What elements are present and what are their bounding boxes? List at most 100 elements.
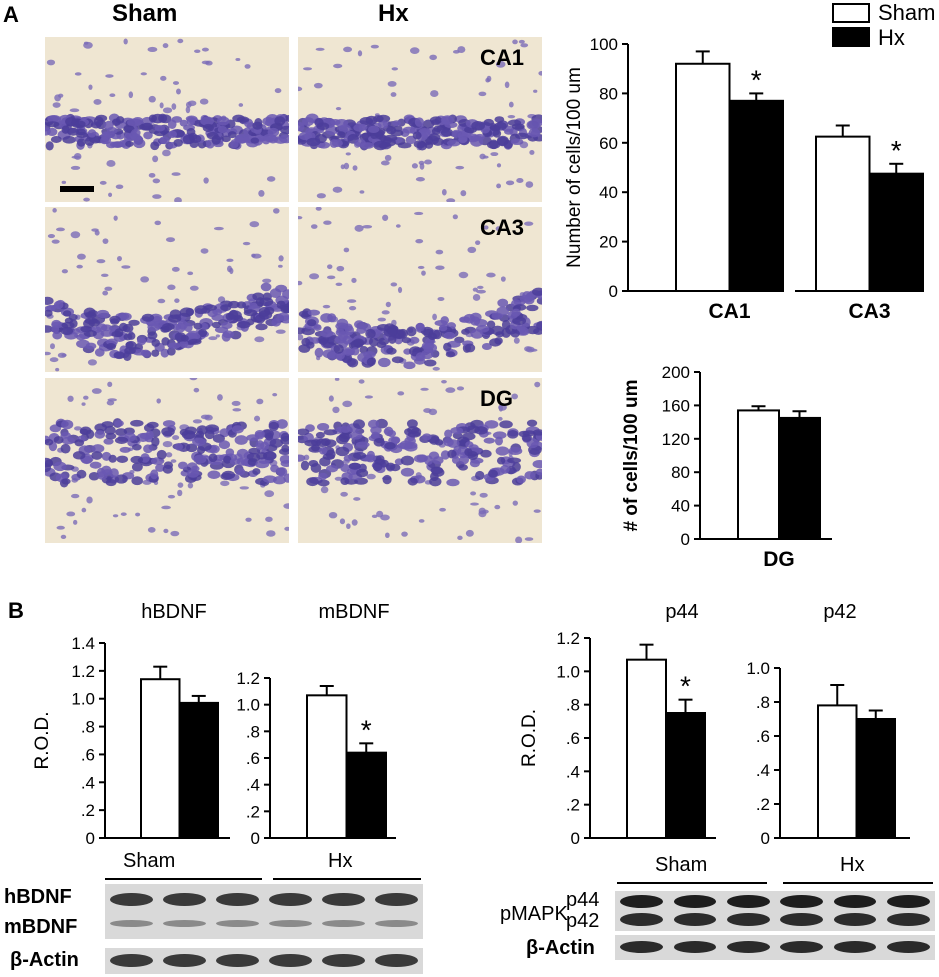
blot-left-actin-strip-band: [322, 954, 365, 967]
panel-b-letter: B: [8, 598, 24, 623]
blot-left-actin-strip-band: [216, 954, 259, 967]
legend-label-hx: Hx: [878, 25, 905, 50]
blot-right-prefix: pMAPK: [500, 903, 568, 925]
y-tick-label-b_hbdnf-7: 1.4: [71, 634, 95, 653]
y-tick-label-a_ca-2: 40: [599, 183, 618, 202]
blot-left-bdnf-strip-band: [322, 893, 365, 906]
blot-right-pmapk-strip-band: [620, 913, 663, 926]
y-tick-label-b_hbdnf-6: 1.2: [71, 662, 95, 681]
blot-left-bdnf-strip-band: [163, 920, 206, 927]
micrograph-cells: [45, 38, 289, 202]
blot-right-hx-group-line: [783, 882, 933, 884]
y-tick-label-a_ca-0: 0: [609, 282, 618, 301]
micrograph-dg-hx: [298, 378, 542, 543]
blot-left-bdnf-strip-band: [269, 893, 312, 906]
y-tick-label-b_p44-5: 1.0: [556, 662, 580, 681]
bar-b_p42-sham-0: [817, 704, 858, 840]
y-tick-label-b_p44-4: .8: [566, 696, 580, 715]
blot-right-pmapk-strip-band: [673, 913, 717, 926]
y-tick-label-b_p42-5: 1.0: [746, 659, 770, 678]
y-tick-label-b_p42-2: .4: [756, 761, 770, 780]
bar-a_ca-sham-0: [675, 62, 731, 293]
y-tick-label-b_p42-4: .8: [756, 693, 770, 712]
blot-left-hx-group-line: [273, 878, 421, 880]
blot-right-row-p44: p44: [566, 889, 600, 911]
blot-left-row-hbdnf: hBDNF: [4, 886, 72, 908]
significance-marker-a_ca-1: *: [891, 135, 902, 166]
micrograph-cells: [45, 208, 289, 372]
y-axis-label-b_p44: R.O.D.: [519, 709, 540, 767]
blot-left-group-sham: Sham: [123, 850, 176, 872]
y-tick-label-a_ca-1: 20: [599, 233, 618, 252]
micrograph-ca1-hx: [298, 37, 542, 202]
bar-b_hbdnf-hx-0: [178, 701, 219, 840]
blot-right-pmapk-strip-band: [727, 895, 770, 908]
micrograph-dg-sham: [45, 378, 289, 543]
y-tick-label-b_hbdnf-2: .4: [81, 773, 95, 792]
blot-left-bdnf-strip-band: [163, 893, 206, 906]
chart-title-b_hbdnf: hBDNF: [141, 601, 207, 623]
micrograph-region-label-ca1: CA1: [480, 45, 525, 70]
blot-right-actin-strip-band: [887, 941, 930, 953]
blot-left-bdnf-strip-band: [110, 893, 153, 906]
scale-bar: [60, 186, 94, 192]
blot-left-bdnf-strip-band: [375, 893, 418, 906]
y-tick-label-b_p44-3: .6: [566, 729, 580, 748]
chart-title-b_mbdnf: mBDNF: [318, 601, 389, 623]
y-tick-label-b_p42-3: .6: [756, 727, 770, 746]
blot-right-row-actin: β-Actin: [526, 937, 595, 959]
blot-right-pmapk-strip: [615, 891, 935, 931]
blot-right-row-p42: p42: [566, 910, 600, 932]
blot-left-actin-strip-band: [163, 954, 206, 967]
y-tick-label-a_dg-3: 120: [662, 430, 690, 449]
legend-swatch-hx: [832, 27, 870, 47]
micrograph-region-label-dg: DG: [480, 386, 513, 411]
blot-right-pmapk-strip-band: [673, 895, 717, 908]
bar-b_p44-hx-0: [665, 712, 706, 839]
y-tick-label-b_hbdnf-5: 1.0: [71, 690, 95, 709]
blot-right-pmapk-strip-band: [727, 913, 770, 926]
blot-right-group-sham: Sham: [655, 854, 708, 876]
blot-left-actin-strip-band: [375, 954, 418, 967]
blot-left-actin-strip: [105, 948, 423, 974]
y-tick-label-b_hbdnf-3: .6: [81, 745, 95, 764]
bar-a_ca-hx-1: [868, 172, 924, 292]
y-tick-label-b_mbdnf-1: .2: [246, 802, 260, 821]
blot-left-sham-group-line: [105, 878, 262, 880]
micrograph-cells: [45, 378, 289, 540]
significance-marker-b_mbdnf-0: *: [361, 714, 372, 745]
blot-right-pmapk-strip-band: [833, 895, 877, 908]
y-tick-label-a_dg-1: 40: [671, 497, 690, 516]
blot-left-bdnf-strip-band: [110, 920, 153, 927]
y-tick-label-b_p42-0: 0: [761, 829, 770, 848]
bar-b_hbdnf-sham-0: [140, 678, 181, 840]
bar-b_p44-sham-0: [626, 658, 667, 840]
chart-title-b_p44: p44: [665, 601, 698, 623]
blot-left-group-hx: Hx: [328, 850, 353, 872]
y-tick-label-b_p44-1: .2: [566, 796, 580, 815]
blot-right-actin-strip-band: [620, 941, 663, 953]
y-tick-label-b_mbdnf-5: 1.0: [236, 696, 260, 715]
micrograph-ca3-hx: [298, 207, 542, 372]
micrograph-ca1-sham: [45, 37, 289, 202]
significance-marker-b_p44-0: *: [680, 671, 691, 702]
bar-b_mbdnf-sham-0: [306, 694, 348, 839]
blot-right-pmapk-strip-band: [780, 913, 823, 926]
micrograph-region-label-ca3: CA3: [480, 215, 525, 240]
blot-right-actin-strip-band: [833, 941, 877, 953]
bar-a_dg-sham-0: [737, 409, 780, 540]
y-axis-label-b_hbdnf: R.O.D.: [32, 711, 53, 769]
legend-label-sham: Sham: [878, 0, 936, 25]
micrograph-cells: [298, 207, 542, 371]
blot-right-sham-group-line: [617, 882, 767, 884]
blot-left-bdnf-strip: [105, 884, 423, 939]
blot-right-actin-strip: [615, 935, 935, 960]
y-tick-label-b_hbdnf-0: 0: [86, 829, 95, 848]
blot-left-actin-strip-band: [269, 954, 312, 967]
y-tick-label-b_mbdnf-0: 0: [251, 829, 260, 848]
micrograph-cells: [298, 378, 542, 543]
y-tick-label-b_mbdnf-6: 1.2: [236, 669, 260, 688]
bar-a_ca-hx-0: [728, 99, 784, 292]
y-tick-label-b_p42-1: .2: [756, 795, 770, 814]
